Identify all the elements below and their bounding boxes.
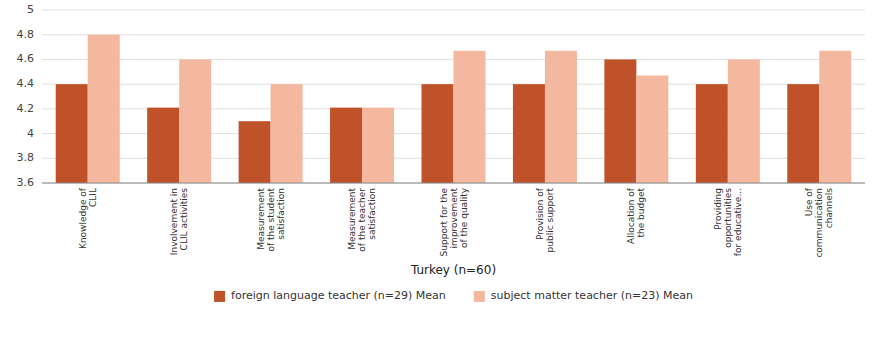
x-tick-label: Allocation ofthe budget	[626, 187, 646, 244]
x-tick-label: Provision ofpublic support	[535, 187, 555, 252]
bar	[454, 51, 486, 183]
legend-item: foreign language teacher (n=29) Mean	[214, 289, 446, 302]
y-tick-label: 3.6	[17, 176, 35, 189]
bars	[56, 35, 852, 183]
legend-label: foreign language teacher (n=29) Mean	[231, 289, 446, 302]
x-tick-label: Knowledge ofCLIL	[78, 187, 98, 249]
bar	[787, 84, 819, 183]
bar	[545, 51, 577, 183]
x-tick-label: Measurementof the studentsatisfaction	[256, 188, 286, 252]
legend-item: subject matter teacher (n=23) Mean	[474, 289, 693, 302]
y-tick-label: 4.6	[17, 52, 35, 65]
y-tick-label: 4.2	[17, 102, 35, 115]
y-tick-label: 4.4	[17, 77, 35, 90]
bar	[819, 51, 851, 183]
grid-line	[42, 10, 865, 11]
bar	[362, 108, 394, 183]
x-tick-label: Use ofcommunicationchannels	[804, 187, 834, 257]
y-axis: 3.6 3.8 4 4.2 4.4 4.6 4.8 5	[17, 3, 35, 189]
x-tick-label: Involvement inCLIL activities	[169, 188, 189, 255]
y-tick-label: 4	[27, 127, 34, 140]
x-axis-title: Turkey (n=60)	[410, 263, 496, 277]
bar	[271, 84, 303, 183]
bar	[88, 35, 120, 183]
bar	[604, 59, 636, 183]
y-tick-label: 5	[27, 3, 34, 16]
chart: 3.6 3.8 4 4.2 4.4 4.6 4.8 5 Knowledge ofCLIL Invo…	[0, 0, 877, 343]
bar	[636, 75, 668, 183]
x-tick-label: Providingopportunitiesfor educative...	[713, 188, 743, 256]
x-axis: Knowledge ofCLIL Involvement inCLIL activ…	[78, 187, 835, 257]
legend-swatch	[474, 291, 485, 302]
bar	[513, 84, 545, 183]
y-tick-label: 4.8	[17, 28, 35, 41]
x-axis-line	[42, 183, 865, 184]
bar	[421, 84, 453, 183]
bar-series	[88, 35, 852, 183]
bar	[147, 108, 179, 183]
bar	[56, 84, 88, 183]
x-tick-label: Support for theimprovementof the quality	[439, 187, 469, 256]
bar	[330, 108, 362, 183]
legend: foreign language teacher (n=29) Mean subj…	[214, 289, 693, 302]
grid-line	[42, 183, 865, 184]
chart-container: 3.6 3.8 4 4.2 4.4 4.6 4.8 5 Knowledge ofCLIL Invo…	[0, 0, 877, 343]
grid	[42, 10, 865, 183]
bar	[239, 121, 271, 183]
bar-series	[56, 59, 820, 183]
legend-label: subject matter teacher (n=23) Mean	[491, 289, 693, 302]
grid-line	[42, 34, 865, 35]
bar	[179, 59, 211, 183]
legend-swatch	[214, 291, 225, 302]
bar	[728, 59, 760, 183]
bar	[696, 84, 728, 183]
y-tick-label: 3.8	[17, 151, 35, 164]
x-tick-label: Measurementof the teachersatisfaction	[347, 188, 377, 252]
